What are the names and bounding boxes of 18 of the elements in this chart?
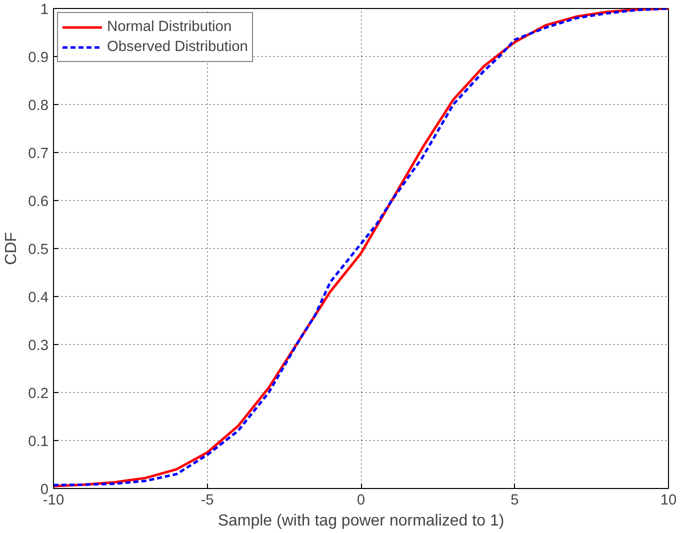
x-axis-title: Sample (with tag power normalized to 1)	[218, 512, 504, 530]
x-tick-label: -5	[200, 492, 214, 508]
y-tick-label: 0.4	[28, 290, 48, 306]
legend-label: Observed Distribution	[107, 39, 248, 55]
y-tick-label: 0.5	[28, 242, 48, 258]
x-tick-label: 10	[660, 492, 677, 508]
y-tick-label: 0.3	[28, 338, 48, 354]
y-tick-label: 0.6	[28, 194, 48, 210]
x-tick-label: 0	[356, 492, 366, 508]
x-tick-label: 5	[510, 492, 519, 508]
y-tick-label: 1	[40, 2, 49, 18]
y-tick-label: 0.2	[28, 386, 48, 402]
y-tick-label: 0.8	[28, 98, 48, 114]
legend-label: Normal Distribution	[107, 19, 232, 35]
y-axis-title: CDF	[3, 232, 20, 265]
y-tick-label: 0.1	[28, 434, 48, 450]
y-tick-label: 0.9	[28, 50, 48, 66]
y-tick-label: 0.7	[28, 146, 48, 162]
